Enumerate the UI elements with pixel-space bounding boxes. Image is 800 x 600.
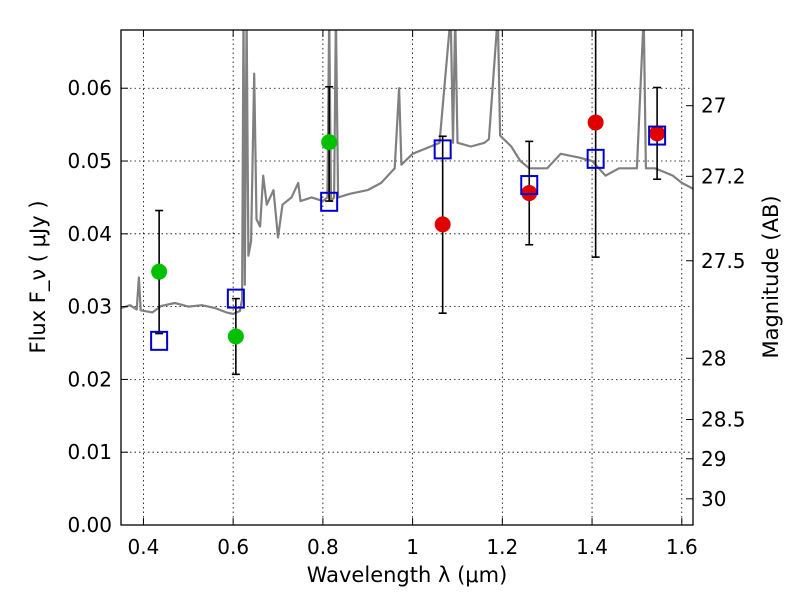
red-point [434, 216, 451, 233]
markers [150, 114, 667, 351]
y2-tick-label: 27.5 [701, 249, 746, 273]
x-tick-label: 1 [406, 535, 419, 559]
red-point [587, 114, 604, 131]
y2-tick-label: 30 [701, 487, 726, 511]
model-square [150, 330, 169, 351]
x-tick-label: 0.4 [128, 535, 160, 559]
model-square [433, 139, 452, 160]
y-tick-label: 0.06 [67, 76, 112, 100]
green-point [321, 134, 338, 151]
model-square [226, 288, 245, 309]
y-tick-label: 0.02 [67, 367, 112, 391]
red-point [649, 125, 666, 142]
y-tick-label: 0.05 [67, 149, 112, 173]
spectrum-series [121, 30, 693, 315]
plot-frame [120, 29, 694, 526]
y2-tick-label: 28.5 [701, 407, 746, 431]
model-square [320, 191, 339, 212]
x-tick-label: 1.6 [666, 535, 698, 559]
x-tick-label: 0.8 [307, 535, 339, 559]
y2-tick-label: 27 [701, 94, 726, 118]
green-point [227, 328, 244, 345]
y-tick-label: 0.01 [67, 440, 112, 464]
y-tick-label: 0.03 [67, 295, 112, 319]
model-square [586, 148, 605, 169]
green-point [151, 263, 168, 280]
tick-labels: 0.4 0.6 0.8 1 1.2 1.4 1.6 0.00 0.01 0.02 0.03 0.04 0… [67, 76, 745, 559]
model-square [520, 175, 539, 196]
spectrum-line [121, 30, 693, 315]
x-tick-label: 1.4 [576, 535, 608, 559]
y-tick-label: 0.04 [67, 222, 112, 246]
y2-axis-label: Magnitude (AB) [759, 195, 783, 358]
ticks [121, 30, 693, 526]
y2-tick-label: 29 [701, 447, 726, 471]
y2-tick-label: 27.2 [701, 164, 746, 188]
grid [121, 30, 693, 526]
x-tick-label: 0.6 [217, 535, 249, 559]
y-tick-label: 0.00 [67, 513, 112, 537]
model-square [648, 125, 667, 146]
y-axis-label: Flux F_ν ( μJy ) [26, 200, 51, 353]
x-tick-label: 1.2 [486, 535, 518, 559]
y2-tick-label: 28 [701, 346, 726, 370]
x-axis-label: Wavelength λ (μm) [307, 563, 508, 587]
